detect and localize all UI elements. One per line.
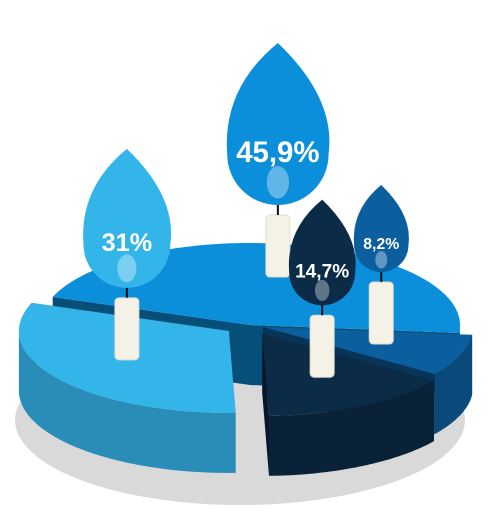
slice <box>262 333 434 416</box>
flame-core <box>117 254 137 283</box>
flame-core <box>266 166 290 199</box>
candle <box>265 214 291 278</box>
flame <box>288 199 356 306</box>
flame <box>353 185 409 273</box>
value-label: 45,9% <box>236 136 319 169</box>
slice-side <box>262 333 269 476</box>
candle <box>114 297 140 361</box>
slice-wall <box>434 334 473 435</box>
candle <box>309 314 335 378</box>
value-label: 8,2% <box>363 236 399 253</box>
flame-core <box>375 251 388 269</box>
candle <box>368 281 394 345</box>
flame <box>83 148 172 288</box>
value-label: 31% <box>102 229 152 257</box>
slice-wall <box>269 381 434 476</box>
flame-core <box>314 279 330 301</box>
slice-wall <box>18 331 236 473</box>
value-label: 14,7% <box>295 261 349 282</box>
flame <box>226 42 330 206</box>
